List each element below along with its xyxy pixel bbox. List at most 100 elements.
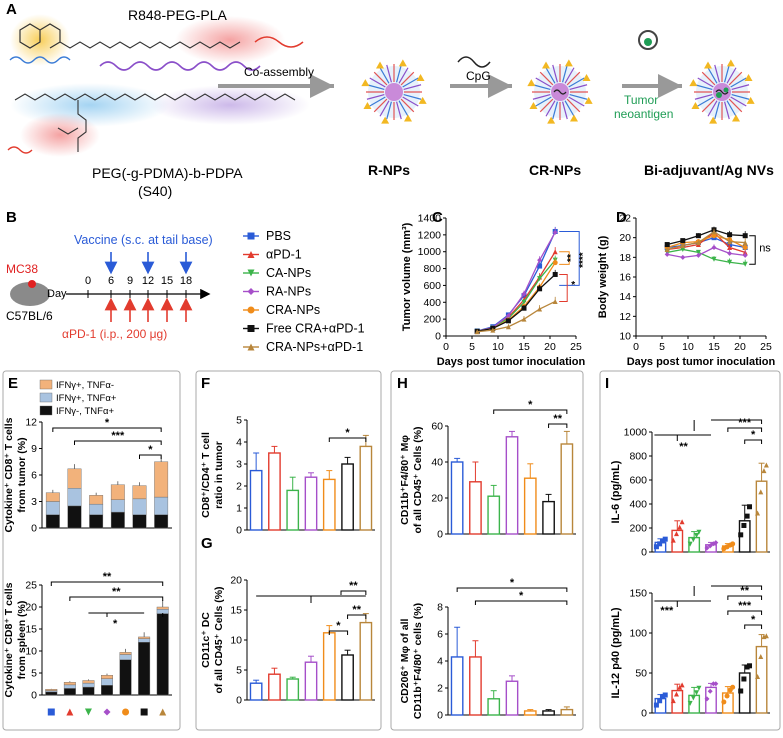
panel-h-box [390, 370, 584, 731]
sig-bracket [727, 595, 763, 600]
y-tick-label: 6 [437, 629, 443, 641]
bar-segment [119, 654, 132, 661]
y-tick-label: 4 [437, 656, 443, 668]
np-chain [532, 84, 551, 90]
data-point [670, 698, 676, 704]
np-chain [724, 101, 730, 120]
data-point [537, 263, 543, 269]
panel-i-box [599, 370, 781, 731]
np-chain [539, 98, 554, 113]
sig-bracket [328, 630, 349, 635]
x-axis-label: Days post tumor inoculation [627, 356, 776, 368]
y-tick-label: 5 [236, 665, 242, 677]
data-point [738, 532, 744, 538]
r848-triangle [689, 79, 698, 87]
r848-triangle [584, 96, 593, 104]
sig-label: * [113, 618, 118, 630]
panel-e-box [2, 370, 181, 731]
y-tick-label: 2 [236, 481, 242, 493]
sig-label: *** [738, 417, 752, 429]
y-tick-label: 60 [431, 421, 443, 433]
y-tick-label: 12 [25, 417, 37, 429]
data-point [505, 324, 511, 330]
np-chain [731, 94, 750, 100]
np-chain [366, 84, 385, 90]
treatment-legend: PBS αPD-1 CA-NPs RA-NPs CRA-NPs Free CRA+αPD-… [243, 229, 365, 354]
data-point [704, 545, 710, 551]
y-tick-label: 20 [619, 232, 631, 244]
np-chain [697, 77, 714, 88]
sig-label: * [336, 620, 341, 632]
y-tick-label: 14 [619, 291, 631, 303]
np-chain [714, 101, 720, 120]
x-tick-label: 5 [659, 341, 665, 353]
data-point [537, 286, 543, 292]
bar [560, 443, 574, 535]
y-tick-label: 18 [619, 252, 631, 264]
np-chain [400, 98, 415, 113]
sig-bracket [654, 434, 711, 441]
y-axis-label: CD206⁺ Mφ of all [399, 619, 411, 704]
sig-label: * [571, 280, 575, 291]
data-point [490, 327, 496, 333]
np-chain [396, 101, 402, 120]
series-line [477, 262, 556, 333]
bar [341, 654, 354, 701]
data-point [521, 299, 527, 305]
sig-label: *** [738, 600, 752, 612]
np-chain [398, 67, 409, 84]
np-chain [535, 96, 552, 107]
y-axis-label: Body weight (g) [597, 235, 609, 318]
sig-bracket [328, 437, 367, 442]
stage2-label: CR-NPs [529, 162, 581, 178]
data-point [730, 684, 736, 690]
x-tick-label: 25 [570, 341, 582, 353]
data-point [695, 249, 701, 255]
np-chain [379, 67, 390, 84]
sig-label: * [510, 577, 515, 589]
antigen-dot [723, 87, 729, 93]
data-point [657, 698, 663, 704]
panel-fg-box [195, 370, 382, 731]
y-axis-label: Cytokine⁺ CD8⁺ T cells [3, 582, 15, 697]
x-tick-label: 20 [544, 341, 556, 353]
tumor-icon [28, 280, 36, 288]
series-line [667, 231, 746, 254]
bar [286, 489, 300, 531]
x-tick-label: 15 [708, 341, 720, 353]
data-point [695, 252, 701, 258]
neoantigen-icon [638, 30, 658, 50]
x-axis-label: Days post tumor inoculation [437, 356, 586, 368]
y-tick-label: 3 [31, 496, 37, 508]
polymer2-sublabel: (S40) [138, 183, 172, 199]
data-point [680, 254, 686, 260]
r848-structure [19, 23, 61, 49]
bar [560, 708, 574, 716]
sig-bracket [139, 454, 162, 459]
np-chain [373, 98, 388, 113]
np-chain [731, 84, 750, 90]
np-chain [396, 64, 402, 83]
bar-segment [154, 496, 169, 515]
np-chain [403, 94, 422, 100]
y-tick-label: 600 [629, 475, 647, 487]
bar [249, 682, 263, 701]
bar-segment [45, 691, 58, 696]
bar-segment [89, 495, 104, 505]
data-point [707, 688, 713, 694]
data-point [521, 305, 527, 311]
sig-bracket [74, 440, 162, 445]
x-group-marker [84, 708, 92, 716]
y-tick-label: 25 [25, 580, 37, 592]
y-axis-label: from spleen (%) [16, 601, 28, 680]
y-tick-label: 0 [641, 547, 647, 559]
np-core [385, 83, 403, 101]
y-tick-label: 9 [31, 443, 37, 455]
bar [286, 678, 300, 701]
data-point [763, 633, 769, 639]
sig-label: *** [111, 430, 125, 442]
np-chain [532, 94, 551, 100]
data-point [742, 252, 748, 258]
bar [487, 698, 501, 716]
r848-triangle [691, 101, 700, 109]
